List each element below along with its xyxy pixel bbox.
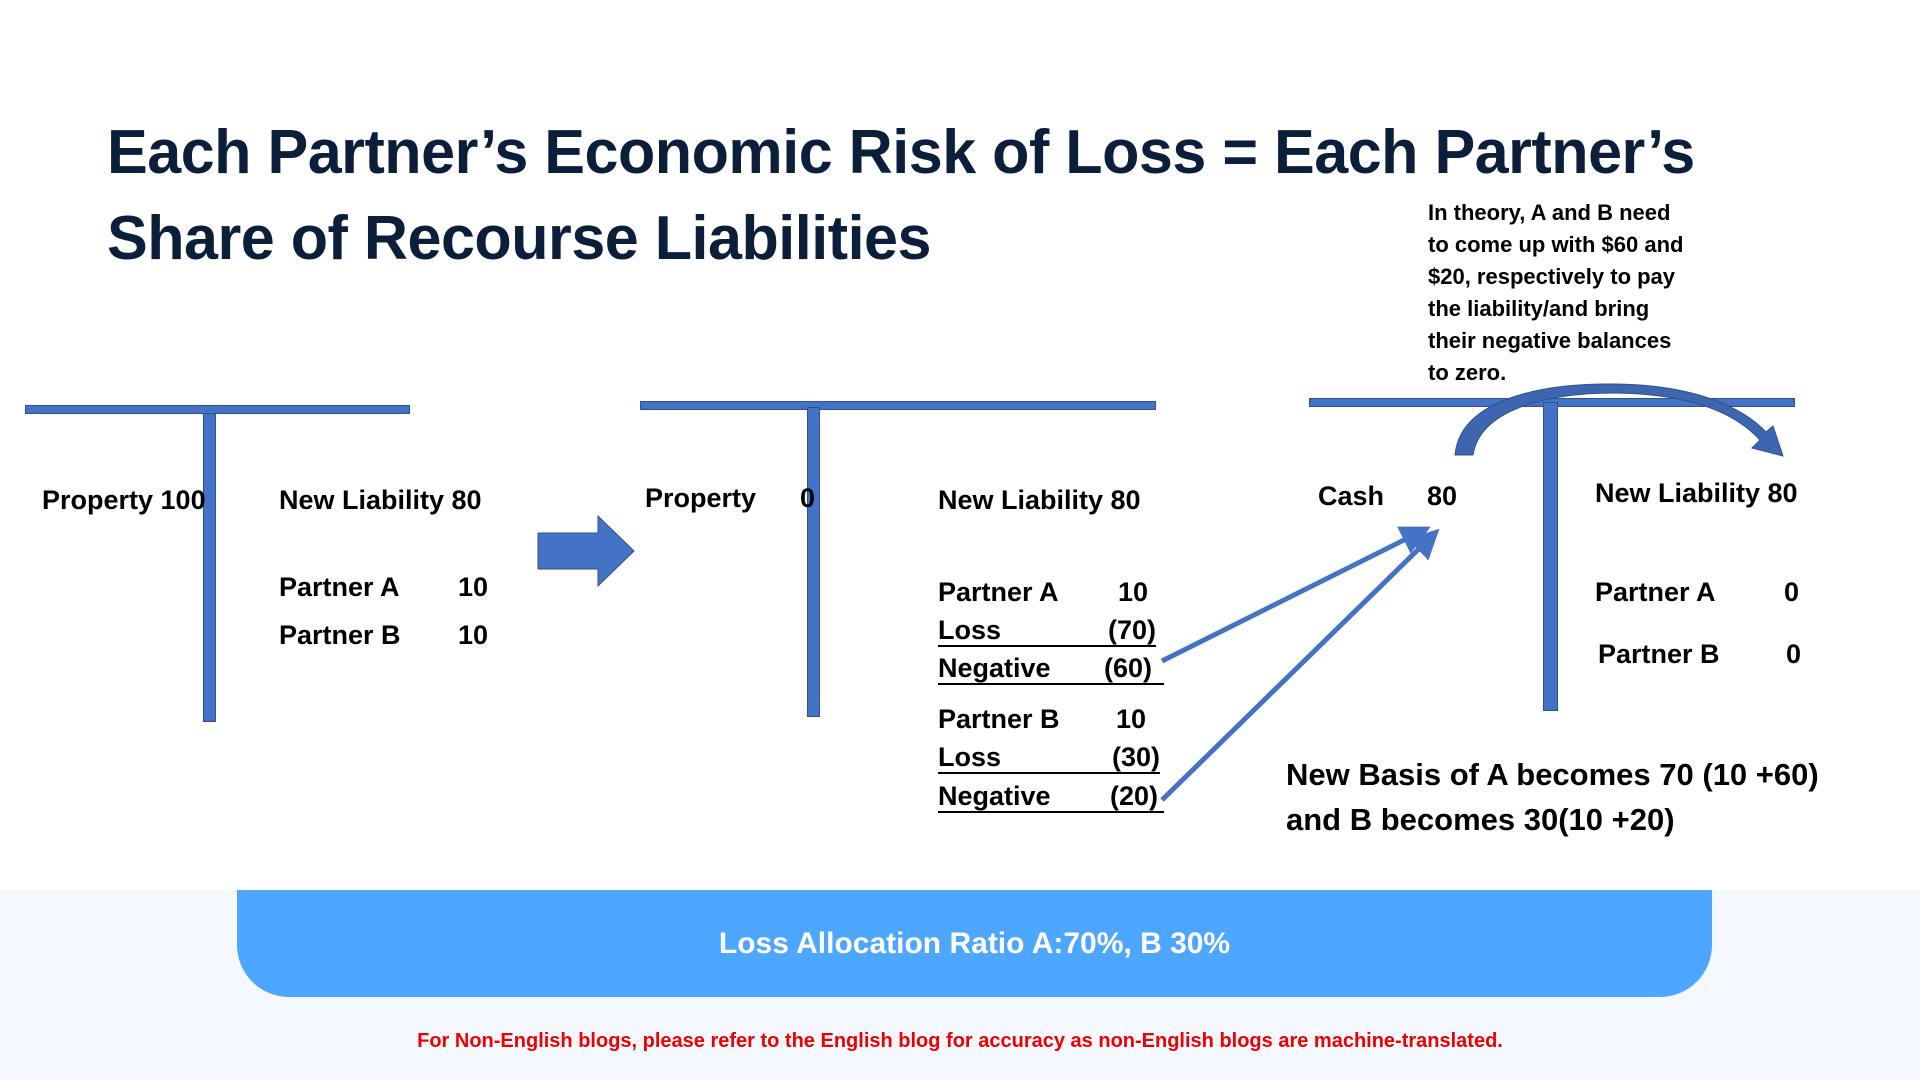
slide-title: Each Partner’s Economic Risk of Loss = E… (107, 110, 1841, 282)
new-basis-line-2: and B becomes 30(10 +20) (1286, 802, 1675, 837)
annotation-line: $20, respectively to pay (1428, 264, 1676, 289)
t2-underline (938, 645, 1156, 647)
t1-right-partner-b-value: 10 (457, 620, 488, 650)
arrow-negative-a-to-cash-icon (1160, 526, 1431, 664)
t-account-3-divider (1543, 402, 1558, 711)
t1-right-partner-a-value: 10 (457, 572, 488, 602)
t3-partner-b-value: 0 (1786, 639, 1802, 669)
t2-partner-b-value: 10 (1115, 704, 1146, 734)
t2-right-new-liability: New Liability 80 (938, 485, 1141, 515)
t-account-2-top-bar (640, 401, 1156, 410)
t-account-1-divider (203, 413, 216, 722)
t2-partner-a-loss-label: Loss (938, 615, 1002, 645)
loss-allocation-banner: Loss Allocation Ratio A:70%, B 30% (237, 890, 1712, 997)
annotation-line: the liability/and bring (1428, 296, 1650, 321)
t1-left-property: Property 100 (42, 485, 206, 515)
t2-partner-b-negative-label: Negative (938, 781, 1051, 811)
t3-partner-a-value: 0 (1784, 577, 1800, 607)
t2-partner-a-label: Partner A (938, 577, 1059, 607)
t2-underline (938, 811, 1164, 813)
t3-partner-a-label: Partner A (1595, 577, 1716, 607)
new-basis-note: New Basis of A becomes 70 (10 +60) and B… (1286, 752, 1886, 842)
curved-arrow-cash-to-liability-icon (1454, 383, 1784, 457)
t2-underline (938, 683, 1164, 685)
loss-allocation-text: Loss Allocation Ratio A:70%, B 30% (718, 926, 1231, 960)
annotation-line: In theory, A and B need (1428, 200, 1671, 225)
annotation-line: their negative balances (1428, 328, 1672, 353)
t2-partner-a-negative-value: (60) (1103, 653, 1152, 683)
t3-left-cash-label: Cash (1318, 481, 1385, 511)
t2-left-property-value: 0 (800, 483, 816, 513)
slide-title-line-1: Each Partner’s Economic Risk of Loss = E… (107, 118, 1695, 187)
t3-right-new-liability: New Liability 80 (1595, 478, 1798, 508)
t2-partner-a-negative-label: Negative (938, 653, 1051, 683)
translation-disclaimer: For Non-English blogs, please refer to t… (417, 1030, 1503, 1052)
annotation-line: to zero. (1428, 360, 1507, 385)
t1-right-partner-a-label: Partner A (279, 572, 400, 602)
t-account-2-divider (807, 407, 820, 717)
t2-underline (938, 772, 1160, 774)
t2-left-property-label: Property (645, 483, 757, 513)
t1-right-new-liability: New Liability 80 (279, 485, 482, 515)
t2-partner-b-negative-value: (20) (1109, 781, 1158, 811)
t2-partner-b-loss-value: (30) (1111, 742, 1160, 772)
t2-partner-b-loss-label: Loss (938, 742, 1002, 772)
t2-partner-a-loss-value: (70) (1107, 615, 1156, 645)
annotation-note: In theory, A and B need to come up with … (1428, 197, 1748, 389)
t1-right-partner-b-label: Partner B (279, 620, 401, 650)
new-basis-line-1: New Basis of A becomes 70 (10 +60) (1286, 757, 1819, 792)
t3-left-cash-value: 80 (1427, 481, 1458, 511)
t2-partner-a-value: 10 (1117, 577, 1148, 607)
t2-partner-b-label: Partner B (938, 704, 1060, 734)
t3-partner-b-label: Partner B (1598, 639, 1720, 669)
t-account-1-top-bar (25, 405, 410, 414)
slide-title-line-2: Share of Recourse Liabilities (107, 204, 931, 273)
annotation-line: to come up with $60 and (1428, 232, 1684, 257)
